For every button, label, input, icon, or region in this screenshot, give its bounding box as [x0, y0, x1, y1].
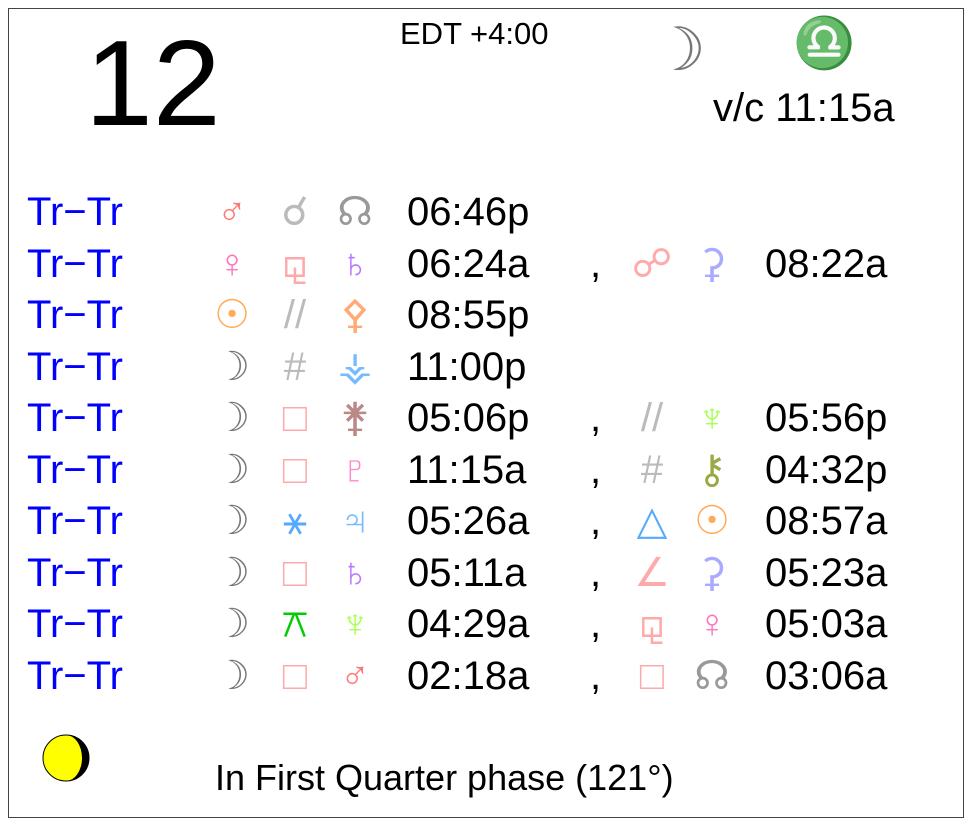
aspect-icon: ☍: [631, 241, 673, 286]
planet-icon: ☽: [214, 602, 250, 646]
separator: ,: [590, 396, 602, 440]
aspect-row: Tr−Tr ♀ ⚼ ♄ 06:24a, ☍ ⚳ 08:22a: [0, 244, 960, 294]
planet-icon: ⚴: [340, 293, 370, 337]
planet-icon: ☉: [214, 293, 250, 337]
planet-icon: ☽: [214, 499, 250, 543]
aspect-time: 02:18a: [407, 653, 530, 698]
aspect-icon: □: [282, 396, 308, 440]
aspect-icon: //: [640, 396, 664, 440]
planet-icon: ☊: [337, 190, 373, 234]
aspect-row: Tr−Tr ☉ // ⚴ 08:55p: [0, 295, 960, 345]
aspect-time: 05:11a: [407, 550, 527, 595]
aspect-time: 05:23a: [765, 550, 888, 595]
planet-icon: ⚳: [697, 241, 727, 286]
separator: ,: [590, 653, 602, 698]
aspect-icon: ⚼: [638, 602, 666, 646]
aspect-label: Tr−Tr: [27, 190, 123, 234]
day-number: 12: [85, 15, 221, 151]
aspect-time: 06:46p: [407, 190, 530, 234]
aspect-icon: □: [282, 550, 308, 595]
moon-phase-text: In First Quarter phase (121°): [215, 757, 674, 798]
aspect-label: Tr−Tr: [27, 550, 123, 595]
planet-icon: ♆: [340, 602, 370, 646]
aspect-icon: □: [282, 653, 308, 698]
aspect-time: 04:32p: [765, 447, 888, 492]
aspect-row: Tr−Tr ☽ ⚻ ♆ 04:29a, ⚼ ♀ 05:03a: [0, 604, 960, 654]
planet-icon: ♇: [340, 447, 370, 492]
separator: ,: [590, 602, 602, 646]
aspect-label: Tr−Tr: [27, 602, 123, 646]
planet-icon: ☽: [214, 447, 250, 492]
moon-icon: ☽: [652, 16, 706, 83]
aspect-icon: #: [640, 447, 664, 492]
aspect-row: Tr−Tr ♂ ☌ ☊ 06:46p: [0, 192, 960, 242]
planet-icon: ♃: [340, 499, 370, 543]
aspect-time: 04:29a: [407, 602, 530, 646]
aspect-icon: △: [636, 499, 668, 543]
planet-icon: ♆: [697, 396, 727, 440]
aspect-time: 08:57a: [765, 499, 888, 543]
aspect-time: 03:06a: [765, 653, 888, 698]
aspect-label: Tr−Tr: [27, 396, 123, 440]
aspect-time: 11:15a: [407, 447, 527, 492]
aspect-time: 05:03a: [765, 602, 888, 646]
aspect-icon: □: [282, 447, 308, 492]
aspect-icon: ∠: [634, 550, 670, 595]
aspect-icon: ⚼: [281, 241, 309, 286]
planet-icon: ⚶: [338, 344, 372, 389]
planet-icon: ⚳: [697, 550, 727, 595]
planet-icon: ☊: [694, 653, 730, 698]
planet-icon: ☽: [214, 550, 250, 595]
separator: ,: [590, 550, 602, 595]
aspect-time: 05:26a: [407, 499, 530, 543]
aspect-time: 05:06p: [407, 396, 530, 440]
planet-icon: ♀: [217, 241, 247, 286]
planet-icon: ♄: [340, 241, 370, 286]
aspect-row: Tr−Tr ☽ ⚹ ♃ 05:26a, △ ☉ 08:57a: [0, 501, 960, 551]
planet-icon: ♀: [697, 602, 727, 646]
aspect-time: 06:24a: [407, 241, 530, 286]
aspect-label: Tr−Tr: [27, 653, 123, 698]
aspect-label: Tr−Tr: [27, 499, 123, 543]
aspect-label: Tr−Tr: [27, 344, 123, 389]
planet-icon: ☽: [214, 653, 250, 698]
aspect-icon: #: [283, 344, 307, 389]
libra-icon: ♎: [793, 15, 856, 71]
aspect-time: 05:56p: [765, 396, 888, 440]
planet-icon: ♄: [340, 550, 370, 595]
aspect-label: Tr−Tr: [27, 241, 123, 286]
aspect-time: 08:55p: [407, 293, 530, 337]
separator: ,: [590, 499, 602, 543]
aspect-icon: ⚻: [281, 602, 309, 646]
planet-icon: ♂: [217, 190, 247, 234]
planet-icon: ♂: [340, 653, 370, 698]
waxing-moon-phase-icon: [42, 734, 90, 782]
void-of-course-time: v/c 11:15a: [713, 86, 895, 130]
aspect-row: Tr−Tr ☽ # ⚶ 11:00p: [0, 347, 960, 397]
separator: ,: [590, 241, 602, 286]
planet-icon: ☉: [694, 499, 730, 543]
aspect-icon: □: [639, 653, 665, 698]
aspect-time: 11:00p: [407, 344, 527, 389]
aspect-label: Tr−Tr: [27, 293, 123, 337]
planet-icon: ⚵: [340, 396, 370, 440]
aspect-icon: ☌: [281, 190, 309, 234]
planet-icon: ☽: [214, 396, 250, 440]
separator: ,: [590, 447, 602, 492]
aspect-row: Tr−Tr ☽ □ ⚵ 05:06p, // ♆ 05:56p: [0, 398, 960, 448]
aspect-row: Tr−Tr ☽ □ ♇ 11:15a, # ⚷ 04:32p: [0, 450, 960, 500]
aspect-row: Tr−Tr ☽ □ ♂ 02:18a, □ ☊ 03:06a: [0, 656, 960, 706]
planet-icon: ⚷: [697, 447, 727, 492]
aspect-row: Tr−Tr ☽ □ ♄ 05:11a, ∠ ⚳ 05:23a: [0, 553, 960, 603]
aspect-time: 08:22a: [765, 241, 888, 286]
aspect-label: Tr−Tr: [27, 447, 123, 492]
timezone-label: EDT +4:00: [400, 16, 549, 51]
cell-border: [8, 8, 964, 818]
planet-icon: ☽: [214, 344, 250, 389]
aspect-icon: //: [283, 293, 307, 337]
aspect-icon: ⚹: [283, 499, 307, 543]
